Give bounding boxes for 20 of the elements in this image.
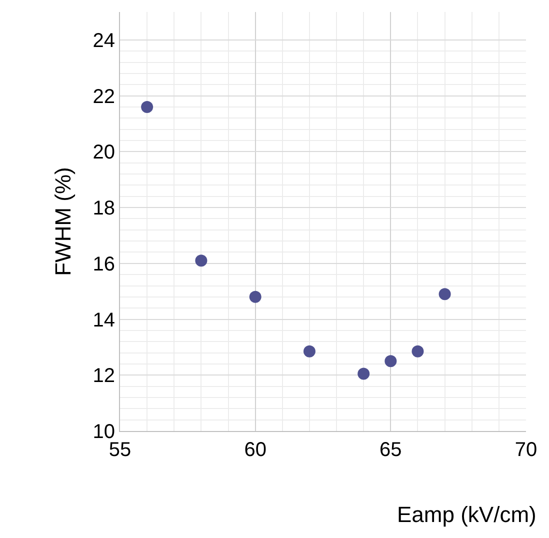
y-tick-label: 18 xyxy=(92,198,115,220)
y-tick-label: 24 xyxy=(92,30,115,52)
point xyxy=(412,345,424,358)
point xyxy=(358,368,370,380)
y-tick-label: 16 xyxy=(92,253,115,276)
point xyxy=(438,288,451,300)
y-tick-label: 14 xyxy=(92,309,115,332)
point xyxy=(303,345,316,358)
y-tick-label: 22 xyxy=(92,86,115,108)
point xyxy=(195,254,208,267)
x-tick-label: 65 xyxy=(380,439,402,461)
x-tick-label: 70 xyxy=(514,439,538,461)
point xyxy=(249,290,262,303)
y-tick-label: 12 xyxy=(92,365,115,388)
x-axis-title: Eamp (kV/cm) xyxy=(397,502,536,527)
x-tick-label: 60 xyxy=(244,439,266,461)
point xyxy=(141,100,154,113)
y-tick-label: 20 xyxy=(92,142,115,164)
y-axis-title: FWHM (%) xyxy=(50,167,76,276)
point xyxy=(384,355,397,368)
